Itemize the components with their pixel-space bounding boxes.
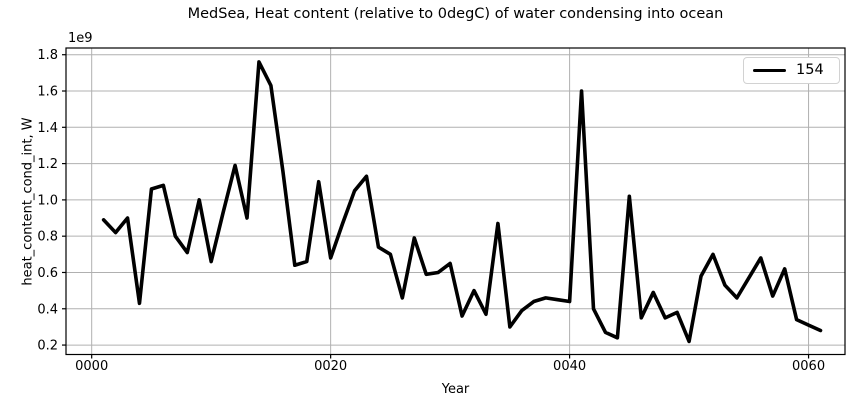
y-tick-label: 1.6 [37, 85, 58, 100]
axes-spines [65, 47, 846, 356]
legend-line-sample [753, 69, 786, 72]
x-tick-label: 0000 [75, 359, 108, 374]
x-tick-label: 0060 [792, 359, 825, 374]
y-tick-label: 0.6 [37, 266, 58, 281]
x-tick-label: 0020 [314, 359, 347, 374]
y-tick-label: 1.2 [37, 157, 58, 172]
y-tick-label: 1.8 [37, 48, 58, 63]
x-axis-label: Year [441, 382, 470, 397]
x-tick-label: 0040 [553, 359, 586, 374]
y-tick-label: 0.2 [37, 339, 58, 354]
chart-title: MedSea, Heat content (relative to 0degC)… [187, 6, 724, 22]
y-tick-label: 0.8 [37, 230, 58, 245]
legend-label: 154 [796, 62, 824, 79]
series-line-154 [101, 60, 823, 344]
y-axis-offset-text: 1e9 [68, 31, 93, 46]
y-tick-label: 1.4 [37, 121, 58, 136]
legend: 154 [743, 57, 840, 84]
y-tick-label: 1.0 [37, 193, 58, 208]
y-tick-label: 0.4 [37, 302, 58, 317]
